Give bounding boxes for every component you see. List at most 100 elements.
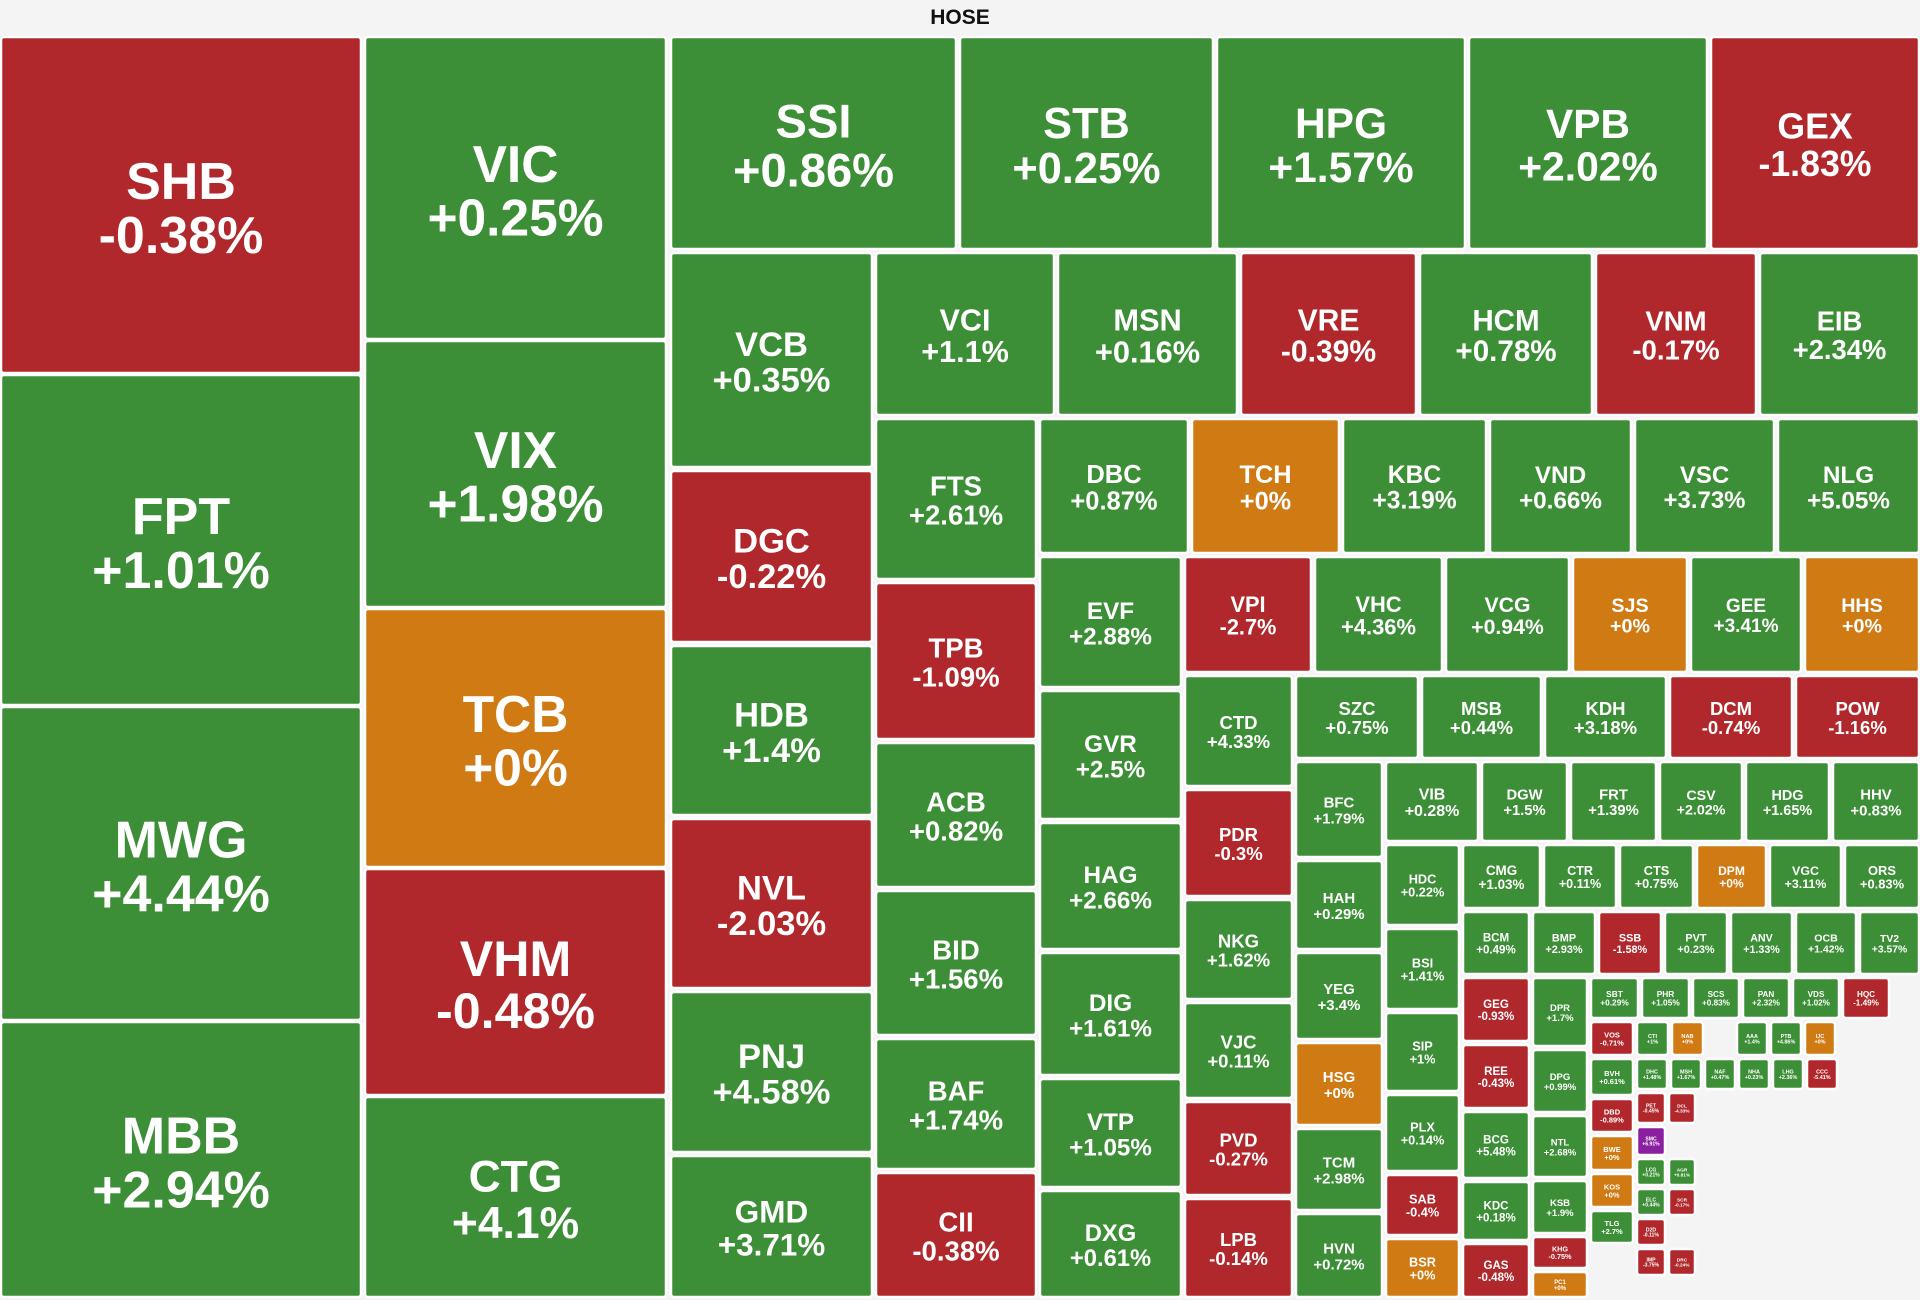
tile-sip[interactable]: SIP+1% — [1384, 1011, 1461, 1093]
tile-rect[interactable] — [1038, 951, 1183, 1077]
tile-rect[interactable] — [669, 1154, 874, 1298]
tile-rect[interactable] — [874, 581, 1038, 741]
tile-rect[interactable] — [1038, 1077, 1183, 1189]
tile-rect[interactable] — [1038, 689, 1183, 821]
tile-sbt[interactable]: SBT+0.29% — [1589, 976, 1640, 1020]
tile-rect[interactable] — [1384, 1237, 1461, 1298]
tile-gas[interactable]: GAS-0.48% — [1461, 1242, 1531, 1298]
tile-msn[interactable]: MSN+0.16% — [1056, 251, 1239, 417]
tile-rect[interactable] — [1594, 251, 1758, 417]
tile-bid[interactable]: BID+1.56% — [874, 889, 1038, 1037]
tile-imp[interactable]: IMP-3.75% — [1635, 1247, 1667, 1277]
tile-gmd[interactable]: GMD+3.71% — [669, 1154, 874, 1298]
tile-rect[interactable] — [1667, 1157, 1697, 1187]
tile-hhv[interactable]: HHV+0.83% — [1831, 760, 1920, 843]
tile-plx[interactable]: PLX+0.14% — [1384, 1093, 1461, 1173]
tile-rect[interactable] — [1480, 760, 1569, 843]
tile-rect[interactable] — [669, 644, 874, 817]
tile-rect[interactable] — [1384, 1093, 1461, 1173]
tile-rect[interactable] — [874, 1171, 1038, 1298]
tile-rect[interactable] — [1669, 1057, 1703, 1091]
tile-rect[interactable] — [1803, 555, 1920, 674]
tile-rect[interactable] — [1741, 976, 1791, 1020]
tile-rect[interactable] — [1831, 760, 1920, 843]
tile-rect[interactable] — [1703, 1057, 1737, 1091]
tile-rect[interactable] — [363, 1095, 668, 1298]
tile-vpi[interactable]: VPI-2.7% — [1183, 555, 1313, 674]
tile-d2d[interactable]: D2D-0.11% — [1635, 1217, 1667, 1247]
tile-tch[interactable]: TCH+0% — [1190, 417, 1341, 555]
tile-kdh[interactable]: KDH+3.18% — [1543, 674, 1668, 760]
tile-nlg[interactable]: NLG+5.05% — [1776, 417, 1920, 555]
tile-rect[interactable] — [1183, 788, 1294, 898]
tile-msh[interactable]: MSH+1.67% — [1669, 1057, 1703, 1091]
tile-rect[interactable] — [1667, 1091, 1697, 1125]
tile-bsr[interactable]: BSR+0% — [1384, 1237, 1461, 1298]
tile-cti[interactable]: CTI+1% — [1635, 1020, 1670, 1057]
tile-ors[interactable]: ORS+0.83% — [1843, 843, 1920, 910]
tile-rect[interactable] — [1384, 1173, 1461, 1237]
tile-rect[interactable] — [1640, 976, 1691, 1020]
tile-rect[interactable] — [1635, 1187, 1667, 1217]
tile-rect[interactable] — [1183, 1100, 1294, 1197]
tile-rect[interactable] — [1635, 1247, 1667, 1277]
tile-dbd[interactable]: DBD-0.89% — [1589, 1097, 1635, 1134]
tile-fts[interactable]: FTS+2.61% — [874, 417, 1038, 581]
tile-rect[interactable] — [1467, 36, 1709, 251]
tile-shb[interactable]: SHB-0.38% — [0, 36, 363, 375]
tile-lcg[interactable]: LCG+0.21% — [1635, 1157, 1667, 1187]
tile-rect[interactable] — [1384, 843, 1461, 927]
tile-bcg[interactable]: BCG+5.48% — [1461, 1110, 1531, 1180]
tile-rect[interactable] — [1531, 910, 1597, 976]
tile-rect[interactable] — [363, 36, 668, 341]
tile-rect[interactable] — [1803, 1020, 1837, 1057]
tile-rect[interactable] — [1589, 1057, 1635, 1097]
tile-rect[interactable] — [1589, 1097, 1635, 1134]
tile-rect[interactable] — [1589, 1172, 1635, 1209]
tile-rect[interactable] — [1038, 821, 1183, 951]
tile-rect[interactable] — [1571, 555, 1689, 674]
tile-szc[interactable]: SZC+0.75% — [1294, 674, 1420, 760]
tile-rect[interactable] — [1531, 1235, 1589, 1270]
tile-rect[interactable] — [1183, 1001, 1294, 1100]
tile-vhc[interactable]: VHC+4.36% — [1313, 555, 1444, 674]
tile-rect[interactable] — [1531, 1179, 1589, 1235]
tile-ctd[interactable]: CTD+4.33% — [1183, 674, 1294, 788]
tile-smc[interactable]: SMC+6.91% — [1635, 1125, 1667, 1157]
tile-rect[interactable] — [1667, 1187, 1697, 1217]
tile-naf[interactable]: NAF+0.47% — [1703, 1057, 1737, 1091]
tile-rect[interactable] — [1531, 1270, 1589, 1298]
tile-rect[interactable] — [874, 741, 1038, 889]
tile-rect[interactable] — [1418, 251, 1594, 417]
tile-rect[interactable] — [1843, 843, 1920, 910]
tile-rect[interactable] — [1461, 976, 1531, 1043]
tile-ksb[interactable]: KSB+1.9% — [1531, 1179, 1589, 1235]
tile-rect[interactable] — [1776, 417, 1920, 555]
tile-mwg[interactable]: MWG+4.44% — [0, 705, 363, 1022]
tile-vos[interactable]: VOS-0.71% — [1589, 1020, 1635, 1057]
tile-rect[interactable] — [1768, 843, 1843, 910]
tile-vci[interactable]: VCI+1.1% — [874, 251, 1056, 417]
tile-vcb[interactable]: VCB+0.35% — [669, 251, 874, 469]
tile-rect[interactable] — [1313, 555, 1444, 674]
tile-dig[interactable]: DIG+1.61% — [1038, 951, 1183, 1077]
tile-rect[interactable] — [1841, 976, 1891, 1020]
tile-rect[interactable] — [1294, 1041, 1384, 1127]
tile-kbc[interactable]: KBC+3.19% — [1341, 417, 1488, 555]
tile-gvr[interactable]: GVR+2.5% — [1038, 689, 1183, 821]
tile-vcg[interactable]: VCG+0.94% — [1444, 555, 1571, 674]
tile-rect[interactable] — [1215, 36, 1467, 251]
tile-rect[interactable] — [669, 817, 874, 990]
tile-dpr[interactable]: DPR+1.7% — [1531, 976, 1589, 1048]
tile-rect[interactable] — [1183, 555, 1313, 674]
tile-rect[interactable] — [1589, 1020, 1635, 1057]
tile-rect[interactable] — [1737, 1057, 1771, 1091]
tile-rect[interactable] — [1695, 843, 1768, 910]
tile-dcm[interactable]: DCM-0.74% — [1668, 674, 1794, 760]
tile-acb[interactable]: ACB+0.82% — [874, 741, 1038, 889]
tile-vix[interactable]: VIX+1.98% — [363, 339, 668, 609]
tile-rect[interactable] — [1384, 927, 1461, 1011]
tile-sjs[interactable]: SJS+0% — [1571, 555, 1689, 674]
tile-pnj[interactable]: PNJ+4.58% — [669, 990, 874, 1154]
tile-kos[interactable]: KOS+0% — [1589, 1172, 1635, 1209]
